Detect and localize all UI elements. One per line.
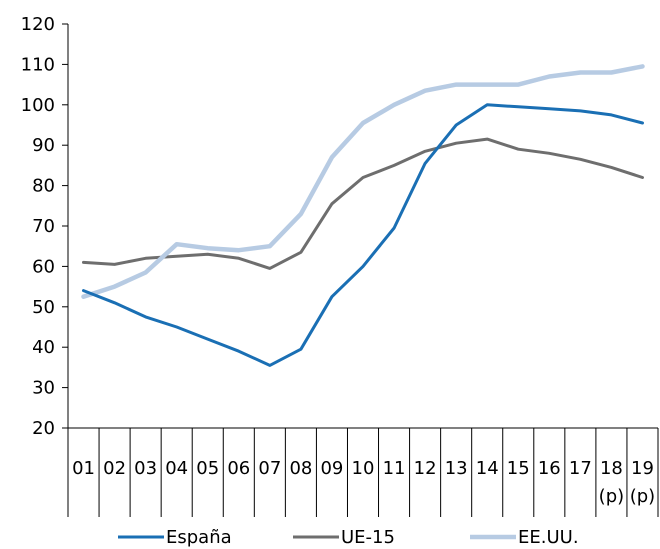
series-line-0 <box>82 103 644 367</box>
x-tick-label: 02 <box>103 458 126 479</box>
y-tick-label: 70 <box>32 216 55 237</box>
x-tick-label: 19 <box>631 458 654 479</box>
x-tick-label: 04 <box>165 458 188 479</box>
x-tick-label: 06 <box>227 458 250 479</box>
y-tick-label: 50 <box>32 297 55 318</box>
x-tick-label: 01 <box>72 458 95 479</box>
x-tick-label: 10 <box>352 458 375 479</box>
x-tick-label: 09 <box>320 458 343 479</box>
x-tick-label: 11 <box>383 458 406 479</box>
legend-label: España <box>166 527 232 548</box>
y-tick-label: 110 <box>21 54 55 75</box>
legend: España UE-15 EE.UU. <box>118 527 579 548</box>
y-tick-label: 40 <box>32 337 55 358</box>
series-lines <box>81 64 645 367</box>
series-line-1 <box>82 137 644 270</box>
y-tick-label: 60 <box>32 256 55 277</box>
x-tick-label: 14 <box>476 458 499 479</box>
x-tick-label: 12 <box>414 458 437 479</box>
x-tick-label: 05 <box>196 458 219 479</box>
y-tick-label: 20 <box>32 418 55 439</box>
x-tick-label: 07 <box>258 458 281 479</box>
x-axis: 01 02 03 04 05 06 07 08 09 10 11 12 13 14 15 16 17 18 (p) 1… <box>67 427 659 517</box>
x-tick-label: 17 <box>569 458 592 479</box>
x-tick-label: 16 <box>538 458 561 479</box>
y-tick-label: 30 <box>32 378 55 399</box>
x-tick-label: 18 <box>600 458 623 479</box>
x-tick-label: (p) <box>630 486 655 507</box>
y-tick-label: 90 <box>32 135 55 156</box>
y-tick-label: 100 <box>21 95 55 116</box>
x-tick-label: 13 <box>445 458 468 479</box>
y-tick-label: 120 <box>21 14 55 35</box>
y-tick-label: 80 <box>32 176 55 197</box>
legend-label: EE.UU. <box>518 527 579 548</box>
x-tick-label: 03 <box>134 458 157 479</box>
legend-label: UE-15 <box>341 527 395 548</box>
x-tick-label: (p) <box>599 486 624 507</box>
x-tick-label: 08 <box>289 458 312 479</box>
y-axis: 20 30 40 50 60 70 80 90 100 110 120 <box>21 14 69 439</box>
series-line-2 <box>81 64 645 299</box>
x-tick-label: 15 <box>507 458 530 479</box>
